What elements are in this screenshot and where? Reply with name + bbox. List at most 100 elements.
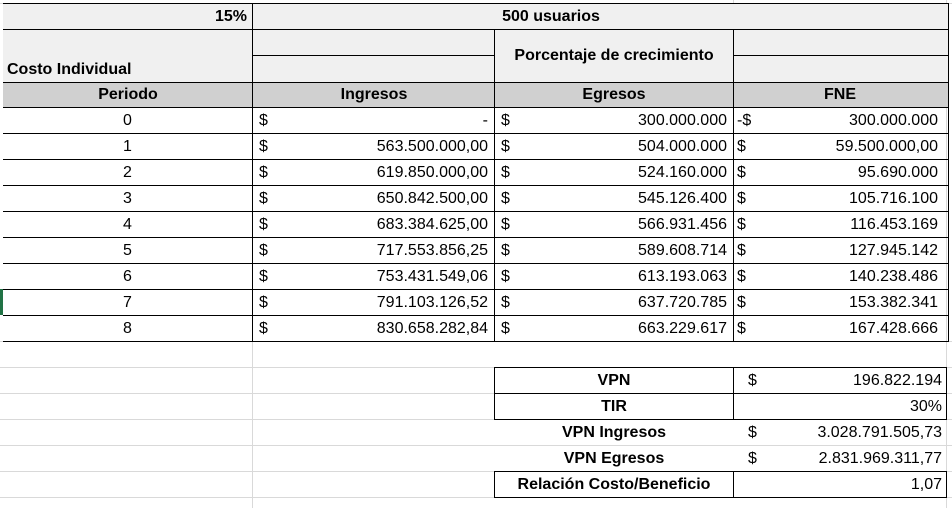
cell-egresos[interactable]: 524.160.000 bbox=[638, 164, 727, 181]
summary-label[interactable]: VPN Ingresos bbox=[561, 424, 667, 441]
cell-ingresos[interactable]: 753.431.549,06 bbox=[376, 268, 488, 285]
cell-fne[interactable]: 95.690.000 bbox=[857, 164, 938, 181]
currency-symbol[interactable]: $ bbox=[737, 164, 746, 181]
currency-symbol[interactable]: $ bbox=[501, 242, 510, 259]
summary-currency[interactable]: $ bbox=[748, 450, 757, 467]
currency-symbol[interactable]: $ bbox=[501, 138, 510, 155]
cell-fne[interactable]: 116.453.169 bbox=[850, 216, 938, 233]
border bbox=[494, 29, 495, 341]
currency-symbol[interactable]: $ bbox=[501, 320, 510, 337]
cell-fne[interactable]: 59.500.000,00 bbox=[835, 138, 938, 155]
row-border bbox=[3, 289, 949, 290]
cell-egresos[interactable]: 613.193.063 bbox=[638, 268, 727, 285]
currency-symbol[interactable]: $ bbox=[501, 112, 510, 129]
currency-symbol[interactable]: $ bbox=[501, 216, 510, 233]
currency-symbol[interactable]: $ bbox=[259, 242, 268, 259]
currency-symbol[interactable]: $ bbox=[737, 268, 746, 285]
currency-symbol[interactable]: $ bbox=[737, 216, 746, 233]
summary-currency[interactable] bbox=[734, 394, 764, 419]
cell-ingresos[interactable]: 619.850.000,00 bbox=[376, 164, 488, 181]
border bbox=[494, 367, 495, 420]
cell-egresos[interactable]: 545.126.400 bbox=[638, 190, 727, 207]
users-count[interactable]: 500 usuarios bbox=[502, 8, 600, 25]
header-periodo[interactable]: Periodo bbox=[98, 86, 158, 103]
summary-value[interactable]: 196.822.194 bbox=[853, 372, 942, 389]
cell-egresos[interactable]: 300.000.000 bbox=[638, 112, 727, 129]
header-ingresos[interactable]: Ingresos bbox=[340, 86, 408, 103]
currency-symbol[interactable]: $ bbox=[737, 242, 746, 259]
currency-symbol[interactable]: $ bbox=[501, 294, 510, 311]
cell-periodo[interactable]: 5 bbox=[123, 242, 132, 259]
currency-symbol[interactable]: $ bbox=[501, 164, 510, 181]
currency-symbol[interactable]: $ bbox=[501, 268, 510, 285]
currency-symbol[interactable]: $ bbox=[259, 320, 268, 337]
cell-periodo[interactable]: 8 bbox=[123, 320, 132, 337]
header-fne[interactable]: FNE bbox=[824, 86, 856, 103]
currency-symbol[interactable]: $ bbox=[259, 112, 268, 129]
border bbox=[253, 55, 495, 56]
summary-value[interactable]: 3.028.791.505,73 bbox=[817, 424, 942, 441]
currency-symbol[interactable]: $ bbox=[737, 138, 746, 155]
cell-fne[interactable]: 300.000.000 bbox=[849, 112, 938, 129]
gridline bbox=[0, 445, 952, 446]
cell-ingresos[interactable]: 830.658.282,84 bbox=[376, 320, 488, 337]
cell-ingresos[interactable]: 717.553.856,25 bbox=[376, 242, 488, 259]
cell-periodo[interactable]: 3 bbox=[123, 190, 132, 207]
cell-fne[interactable]: 153.382.341 bbox=[849, 294, 938, 311]
currency-symbol[interactable]: $ bbox=[259, 216, 268, 233]
cell-fne[interactable]: 167.428.666 bbox=[849, 320, 938, 337]
growth-rate[interactable]: 15% bbox=[214, 8, 247, 25]
currency-symbol[interactable]: $ bbox=[259, 164, 268, 181]
cell-periodo[interactable]: 0 bbox=[123, 112, 132, 129]
currency-symbol[interactable]: $ bbox=[501, 190, 510, 207]
border bbox=[3, 3, 949, 4]
currency-symbol[interactable]: $ bbox=[259, 138, 268, 155]
cell-egresos[interactable]: 637.720.785 bbox=[638, 294, 727, 311]
currency-symbol[interactable]: -$ bbox=[737, 112, 752, 129]
individual-cost-label[interactable]: Costo Individual bbox=[7, 61, 132, 78]
summary-value[interactable]: 1,07 bbox=[910, 476, 942, 493]
summary-label[interactable]: VPN bbox=[597, 372, 631, 389]
cell-ingresos[interactable]: 791.103.126,52 bbox=[376, 294, 488, 311]
cell-ingresos[interactable]: 683.384.625,00 bbox=[376, 216, 488, 233]
border bbox=[494, 471, 495, 498]
summary-label[interactable]: VPN Egresos bbox=[563, 450, 665, 467]
currency-symbol[interactable]: $ bbox=[737, 190, 746, 207]
currency-symbol[interactable]: $ bbox=[259, 190, 268, 207]
gridline bbox=[0, 471, 952, 472]
cell-fne[interactable]: 140.238.486 bbox=[849, 268, 938, 285]
currency-symbol[interactable]: $ bbox=[737, 320, 746, 337]
cell-fne[interactable]: 127.945.142 bbox=[849, 242, 938, 259]
summary-currency[interactable]: $ bbox=[748, 424, 757, 441]
cell-fne[interactable]: 105.716.100 bbox=[849, 190, 938, 207]
border bbox=[733, 55, 949, 56]
growth-percentage-label[interactable]: Porcentaje de crecimiento bbox=[514, 47, 714, 64]
cell-egresos[interactable]: 566.931.456 bbox=[638, 216, 727, 233]
summary-currency[interactable] bbox=[734, 472, 764, 497]
summary-value[interactable]: 30% bbox=[909, 398, 942, 415]
cell-egresos[interactable]: 663.229.617 bbox=[638, 320, 727, 337]
cell-periodo[interactable]: 6 bbox=[123, 268, 132, 285]
cell-egresos[interactable]: 504.000.000 bbox=[638, 138, 727, 155]
gridline bbox=[0, 419, 952, 420]
currency-symbol[interactable]: $ bbox=[737, 294, 746, 311]
cell-ingresos[interactable]: 563.500.000,00 bbox=[376, 138, 488, 155]
border bbox=[494, 471, 947, 472]
currency-symbol[interactable]: $ bbox=[259, 268, 268, 285]
summary-label[interactable]: TIR bbox=[601, 398, 627, 415]
summary-label[interactable]: Relación Costo/Beneficio bbox=[517, 476, 711, 493]
cell-periodo[interactable]: 2 bbox=[123, 164, 132, 181]
cell-ingresos[interactable]: - bbox=[482, 112, 488, 129]
cell-periodo[interactable]: 7 bbox=[123, 294, 132, 311]
summary-value[interactable]: 2.831.969.311,77 bbox=[818, 450, 942, 467]
border bbox=[494, 419, 947, 420]
cell-periodo[interactable]: 1 bbox=[123, 138, 132, 155]
cell-periodo[interactable]: 4 bbox=[123, 216, 132, 233]
cell-egresos[interactable]: 589.608.714 bbox=[638, 242, 727, 259]
border bbox=[3, 29, 949, 30]
border bbox=[948, 3, 949, 341]
cell-ingresos[interactable]: 650.842.500,00 bbox=[376, 190, 488, 207]
currency-symbol[interactable]: $ bbox=[259, 294, 268, 311]
header-egresos[interactable]: Egresos bbox=[582, 86, 646, 103]
summary-currency[interactable]: $ bbox=[748, 372, 757, 389]
